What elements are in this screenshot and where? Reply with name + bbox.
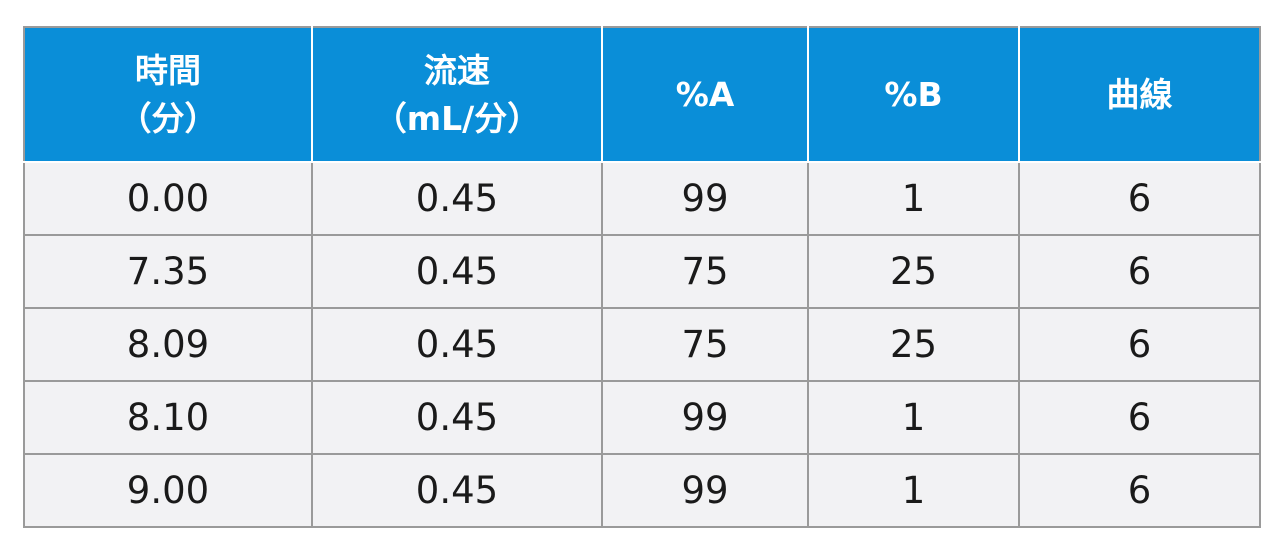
cell-flow-rate: 0.45 — [311, 307, 603, 382]
cell-flow-rate: 0.45 — [311, 161, 603, 236]
cell-percent-a: 99 — [601, 453, 809, 528]
table-row: 9.00 0.45 99 1 6 — [23, 453, 1261, 528]
cell-curve: 6 — [1018, 161, 1261, 236]
header-row: 時間 （分） 流速 （mL/分） %A %B 曲線 — [23, 26, 1261, 163]
cell-flow-rate: 0.45 — [311, 234, 603, 309]
header-time-label: 時間 — [135, 50, 201, 90]
table-header: 時間 （分） 流速 （mL/分） %A %B 曲線 — [23, 26, 1261, 163]
table-row: 7.35 0.45 75 25 6 — [23, 234, 1261, 309]
cell-percent-a: 75 — [601, 307, 809, 382]
table-row: 8.09 0.45 75 25 6 — [23, 307, 1261, 382]
header-flow-rate: 流速 （mL/分） — [311, 26, 603, 163]
cell-curve: 6 — [1018, 234, 1261, 309]
cell-percent-b: 1 — [807, 453, 1020, 528]
cell-percent-a: 99 — [601, 161, 809, 236]
cell-flow-rate: 0.45 — [311, 453, 603, 528]
header-percent-b: %B — [807, 26, 1020, 163]
header-flow-rate-label: 流速 — [424, 50, 490, 90]
header-percent-a-label: %A — [675, 74, 735, 114]
cell-percent-b: 1 — [807, 380, 1020, 455]
gradient-table: 時間 （分） 流速 （mL/分） %A %B 曲線 0 — [23, 26, 1261, 528]
cell-time: 7.35 — [23, 234, 313, 309]
gradient-table-container: 時間 （分） 流速 （mL/分） %A %B 曲線 0 — [23, 26, 1261, 528]
header-curve: 曲線 — [1018, 26, 1261, 163]
cell-percent-a: 99 — [601, 380, 809, 455]
table-row: 0.00 0.45 99 1 6 — [23, 161, 1261, 236]
table-body: 0.00 0.45 99 1 6 7.35 0.45 75 25 6 8.09 … — [23, 161, 1261, 528]
header-time-unit: （分） — [118, 98, 218, 138]
header-time: 時間 （分） — [23, 26, 313, 163]
cell-percent-b: 25 — [807, 307, 1020, 382]
header-percent-a: %A — [601, 26, 809, 163]
cell-percent-b: 25 — [807, 234, 1020, 309]
cell-time: 8.10 — [23, 380, 313, 455]
header-percent-b-label: %B — [884, 74, 943, 114]
header-flow-rate-unit: （mL/分） — [373, 98, 541, 138]
cell-percent-a: 75 — [601, 234, 809, 309]
header-curve-label: 曲線 — [1106, 74, 1173, 114]
cell-curve: 6 — [1018, 307, 1261, 382]
cell-flow-rate: 0.45 — [311, 380, 603, 455]
table-row: 8.10 0.45 99 1 6 — [23, 380, 1261, 455]
cell-curve: 6 — [1018, 453, 1261, 528]
cell-time: 9.00 — [23, 453, 313, 528]
cell-curve: 6 — [1018, 380, 1261, 455]
cell-time: 0.00 — [23, 161, 313, 236]
cell-time: 8.09 — [23, 307, 313, 382]
cell-percent-b: 1 — [807, 161, 1020, 236]
